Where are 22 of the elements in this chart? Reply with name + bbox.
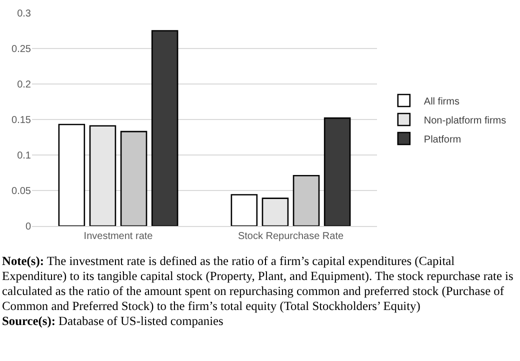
y-tick-label: 0.15 xyxy=(12,115,32,126)
bar xyxy=(292,174,320,226)
y-tick-label: 0.3 xyxy=(17,8,32,20)
y-tick-label: 0.25 xyxy=(12,44,32,55)
text: Note(s): The investment rate is defined as the ratio of a firm’s capital expenditures (Capital Expenditure) to its tangible capital stock (Property, Plant, and Equipment). The stock repurchase rate is calculated as the ratio of the amount spent on repurchasing common and preferred stock (Purchase of Common and Preferred Stock) to the firm’s total equity (Total Stockholders’ Equity) xyxy=(2,254,514,314)
y-tick-label: 0 xyxy=(25,222,32,232)
y-tick-label: 0.05 xyxy=(12,186,32,197)
legend-label: Non-platform firms xyxy=(424,115,506,126)
bar xyxy=(89,125,116,226)
bar xyxy=(120,130,148,226)
bar xyxy=(58,124,86,226)
source-note: Source(s): Database of US-listed companies xyxy=(2,314,224,329)
legend-label: Platform xyxy=(424,134,462,146)
legend-label: All firms xyxy=(424,96,460,108)
bar xyxy=(151,30,178,226)
y-tick-label: 0.2 xyxy=(17,80,32,90)
bar xyxy=(324,117,351,226)
x-tick-label: Investment rate xyxy=(84,231,154,242)
y-tick-label: 0.1 xyxy=(17,150,32,162)
bar xyxy=(262,198,289,226)
bar xyxy=(230,194,258,226)
x-tick-label: Stock Repurchase Rate xyxy=(238,231,344,242)
